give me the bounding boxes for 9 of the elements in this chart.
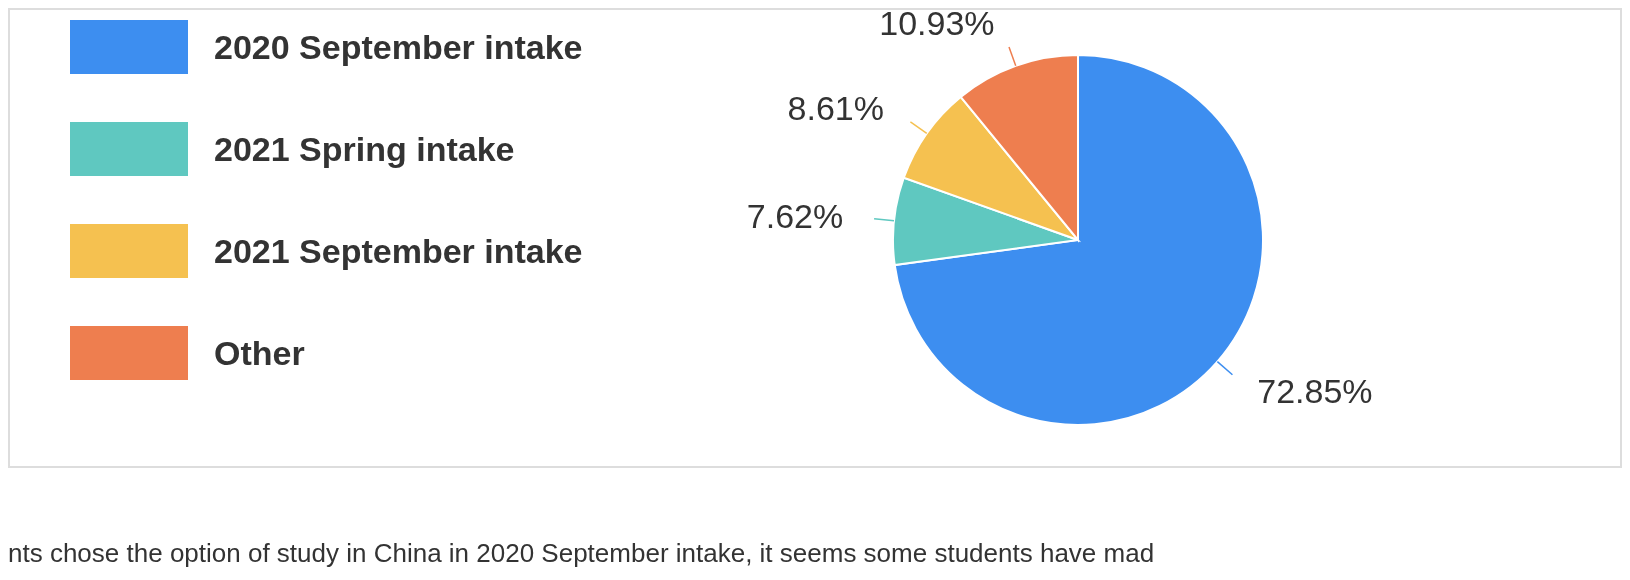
legend-label: 2021 September intake <box>214 231 583 271</box>
data-label: 8.61% <box>787 88 884 127</box>
legend-label: 2020 September intake <box>214 27 583 67</box>
legend-label: Other <box>214 333 305 373</box>
legend-label: 2021 Spring intake <box>214 129 515 169</box>
data-label: 72.85% <box>1256 372 1373 411</box>
text: nts chose the option of study in China in 2020 September intake, it seems some students have mad <box>8 538 1156 569</box>
data-label: 10.93% <box>878 4 995 43</box>
data-label: 7.62% <box>746 197 843 236</box>
